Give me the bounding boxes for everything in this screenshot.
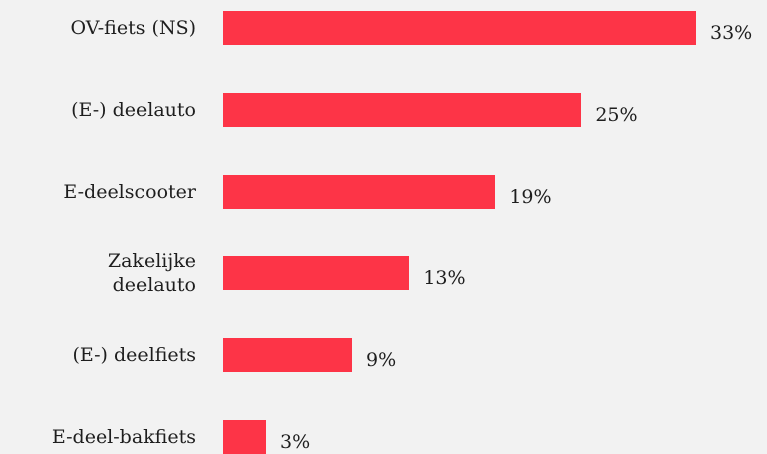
- bar: [223, 174, 496, 209]
- value-label: 19%: [509, 185, 552, 208]
- value-label: 25%: [595, 103, 638, 126]
- value-label: 9%: [366, 349, 397, 372]
- category-label: E-deelscooter: [63, 180, 196, 203]
- bar: [223, 256, 410, 291]
- value-label: 3%: [280, 431, 311, 453]
- category-label: E-deel-bakfiets: [51, 426, 196, 448]
- value-label: 33%: [710, 22, 753, 44]
- category-label: OV-fiets (NS): [70, 17, 196, 39]
- bar: [223, 11, 696, 45]
- category-label: Zakelijke deelauto: [107, 250, 196, 297]
- bar: [223, 92, 582, 127]
- category-label: (E-) deelfiets: [72, 344, 196, 367]
- bar: [223, 420, 266, 454]
- bar: [223, 338, 352, 373]
- category-label: (E-) deelauto: [71, 98, 196, 121]
- value-label: 13%: [423, 267, 466, 290]
